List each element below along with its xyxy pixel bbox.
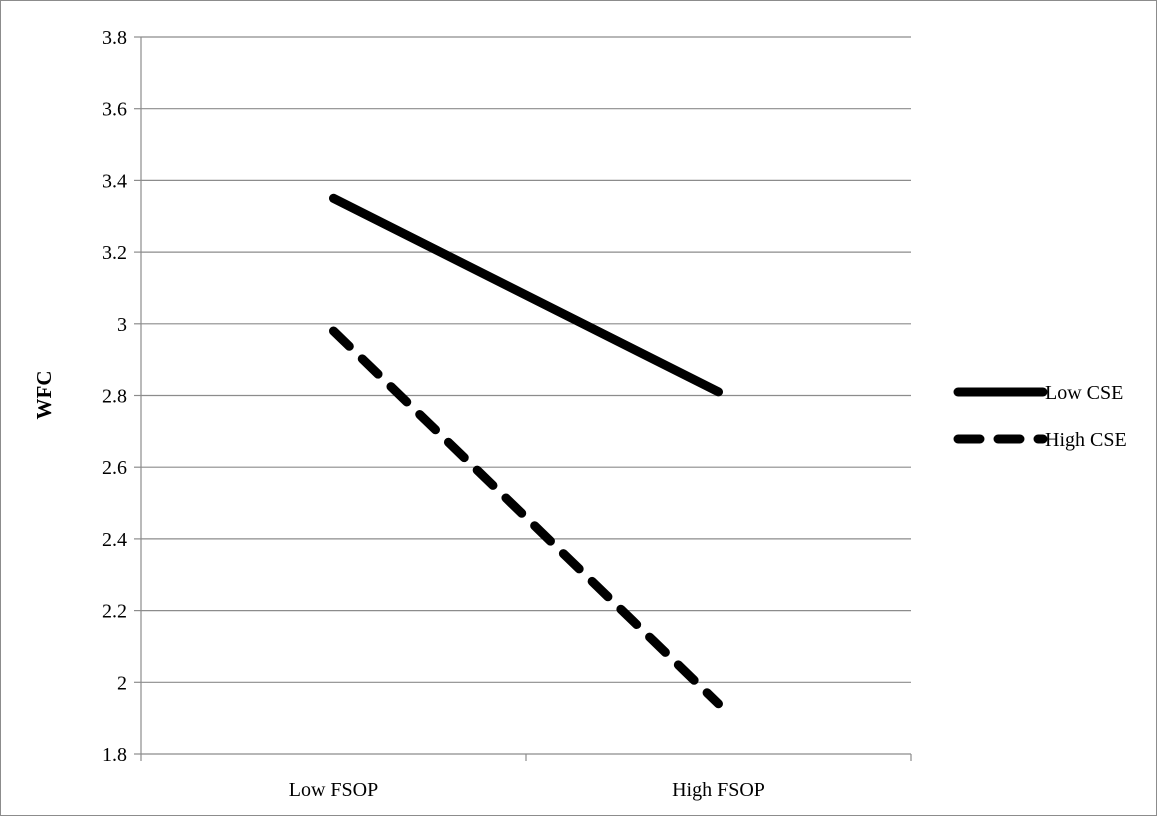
y-tick-label: 2.2 bbox=[102, 601, 127, 623]
series-line bbox=[329, 193, 723, 397]
legend-label: Low CSE bbox=[1045, 382, 1123, 404]
y-axis-title: WFC bbox=[32, 371, 56, 420]
y-tick-label: 3.4 bbox=[102, 170, 127, 192]
gridlines bbox=[141, 36, 911, 683]
y-tick-label: 3.6 bbox=[102, 99, 127, 121]
x-tick-labels: Low FSOP High FSOP bbox=[289, 779, 765, 801]
series-line bbox=[329, 326, 723, 709]
y-tick-label: 3 bbox=[117, 314, 127, 336]
legend: Low CSE High CSE bbox=[953, 382, 1127, 451]
axes bbox=[134, 36, 912, 761]
y-tick-label: 2.6 bbox=[102, 457, 127, 479]
y-tick-label: 1.8 bbox=[102, 744, 127, 766]
y-tick-label: 2 bbox=[117, 672, 127, 694]
y-tick-label: 3.2 bbox=[102, 242, 127, 264]
y-tick-labels: 1.8 2 2.2 2.4 2.6 2.8 3 3.2 3.4 3.6 3.8 bbox=[102, 27, 127, 766]
x-tick-label: High FSOP bbox=[672, 779, 765, 801]
y-tick-label: 2.8 bbox=[102, 386, 127, 408]
series-lines bbox=[329, 193, 723, 709]
y-tick-label: 2.4 bbox=[102, 529, 127, 551]
legend-label: High CSE bbox=[1045, 429, 1127, 451]
x-tick-label: Low FSOP bbox=[289, 779, 378, 801]
y-tick-label: 3.8 bbox=[102, 27, 127, 49]
